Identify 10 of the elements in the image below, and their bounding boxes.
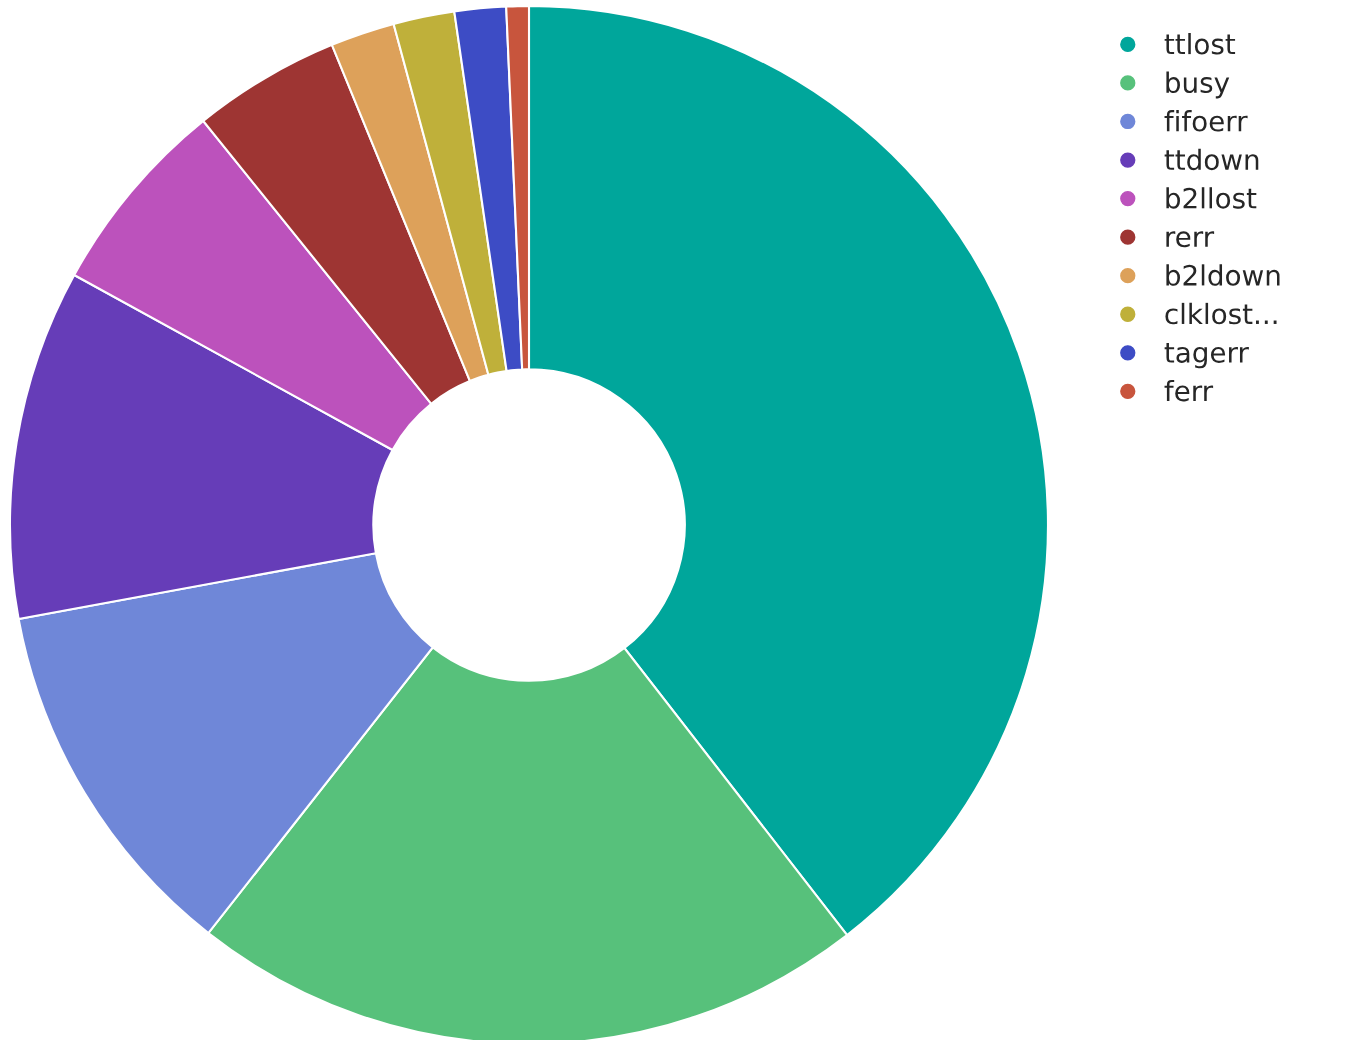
legend-label: b2llost xyxy=(1166,187,1257,209)
legend-label: fifoerr xyxy=(1164,110,1248,132)
legend-label: ttdown xyxy=(1164,148,1259,171)
legend-label: rerr xyxy=(1166,231,1215,248)
legend-label: ttlost xyxy=(1164,33,1236,55)
legend-label: clklost... xyxy=(1165,302,1277,325)
legend-label: busy xyxy=(1166,71,1230,99)
legend-label: tagerr xyxy=(1164,343,1249,369)
legend-label: ferr xyxy=(1164,379,1214,402)
legend-label: b2ldown xyxy=(1166,264,1280,286)
